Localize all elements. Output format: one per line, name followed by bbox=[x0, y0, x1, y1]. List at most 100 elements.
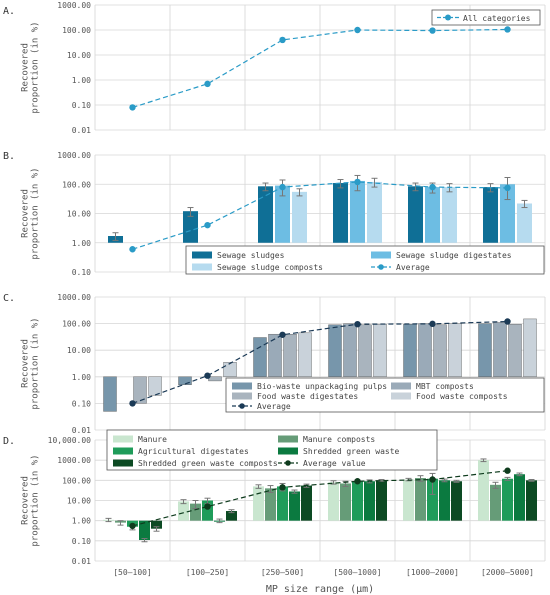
y-tick-label: 10,000.00 bbox=[48, 436, 92, 445]
bar bbox=[483, 187, 498, 243]
bar bbox=[376, 480, 387, 521]
legend-marker bbox=[378, 264, 384, 270]
bar bbox=[352, 481, 363, 521]
average-point bbox=[429, 320, 436, 328]
y-tick-label: 10.00 bbox=[67, 497, 91, 506]
bar bbox=[178, 376, 192, 386]
y-tick-label: 100.00 bbox=[62, 320, 91, 329]
legend-label: Food waste composts bbox=[416, 392, 508, 401]
legend-swatch bbox=[113, 459, 133, 467]
y-tick-label: 100.00 bbox=[62, 26, 91, 35]
bar bbox=[478, 323, 492, 378]
bar bbox=[258, 186, 273, 243]
legend-swatch bbox=[391, 392, 411, 400]
x-axis-title: MP size range (µm) bbox=[266, 584, 374, 595]
y-axis-title: Recoveredproportion (in %) bbox=[20, 21, 40, 113]
bar bbox=[493, 322, 507, 378]
bar bbox=[427, 478, 438, 521]
x-tick-label: [500–1000] bbox=[333, 568, 381, 577]
bar bbox=[500, 184, 515, 243]
legend-label: Sewage sludge digestates bbox=[396, 251, 512, 260]
bar bbox=[502, 478, 513, 521]
y-tick-label: 1000.00 bbox=[57, 293, 91, 302]
bar bbox=[133, 376, 147, 404]
average-point bbox=[204, 372, 211, 379]
legend-label: Average value bbox=[303, 459, 366, 468]
legend-label: Bio-waste unpackaging pulps bbox=[257, 382, 387, 391]
bar bbox=[343, 323, 357, 378]
legend-label: MBT composts bbox=[416, 382, 474, 391]
bar bbox=[333, 183, 348, 243]
y-tick-label: 0.10 bbox=[72, 101, 91, 110]
average-point bbox=[354, 178, 361, 186]
legend-swatch bbox=[113, 447, 133, 455]
chart-panel-a: A. 0.01 0.10 1.00 10.00 100.00 1000.00 Recovere… bbox=[3, 1, 546, 135]
legend-swatch bbox=[232, 392, 252, 400]
average-point bbox=[429, 476, 436, 483]
average-point bbox=[204, 503, 211, 510]
bar bbox=[350, 180, 365, 243]
chart-panel-c: C. 0.01 0.10 1.00 10.00 100.00 1000.00 Recovere… bbox=[3, 293, 546, 435]
bar bbox=[425, 187, 440, 243]
panel-label: C. bbox=[3, 293, 15, 304]
bar bbox=[403, 479, 414, 521]
y-tick-label: 1000.00 bbox=[57, 151, 91, 160]
legend-label: Agricultural digestates bbox=[138, 447, 249, 456]
y-tick-label: 1.00 bbox=[72, 239, 91, 248]
bar bbox=[226, 511, 237, 521]
legend-swatch bbox=[192, 263, 212, 271]
y-tick-label: 1000.00 bbox=[57, 1, 91, 10]
y-tick-label: 100.00 bbox=[62, 476, 91, 485]
y-tick-label: 1.00 bbox=[72, 76, 91, 85]
bar bbox=[523, 318, 537, 378]
average-point bbox=[279, 331, 286, 338]
bar bbox=[433, 324, 447, 377]
legend-label: Sewage sludge composts bbox=[217, 263, 323, 272]
y-tick-label: 0.10 bbox=[72, 268, 91, 277]
y-tick-label: 1.00 bbox=[72, 373, 91, 382]
bar bbox=[451, 481, 462, 521]
average-point bbox=[429, 183, 436, 191]
panel-label: D. bbox=[3, 436, 15, 447]
average-point bbox=[504, 467, 511, 474]
bar bbox=[283, 333, 297, 378]
y-axis-title: Recoveredproportion (in %) bbox=[20, 167, 40, 259]
bar bbox=[408, 186, 423, 243]
bar bbox=[103, 376, 117, 412]
legend bbox=[106, 429, 438, 471]
average-point bbox=[204, 221, 211, 229]
legend-label: Average bbox=[257, 402, 291, 411]
average-point bbox=[279, 183, 286, 191]
bar bbox=[202, 500, 213, 521]
bar bbox=[190, 503, 201, 521]
bar bbox=[508, 323, 522, 378]
legend-label: Food waste digestates bbox=[257, 392, 358, 401]
bar bbox=[514, 474, 525, 521]
y-tick-label: 0.10 bbox=[72, 399, 91, 408]
bar bbox=[490, 484, 501, 521]
x-tick-label: [50–100] bbox=[113, 568, 152, 577]
chart-panel-d: D. 0.01 0.10 1.00 10.00 100.00 1000.00 10,000.0… bbox=[3, 429, 546, 595]
average-point bbox=[429, 27, 436, 34]
legend-swatch bbox=[232, 382, 252, 390]
bar bbox=[478, 460, 489, 521]
legend-swatch bbox=[371, 251, 391, 259]
y-tick-label: 0.01 bbox=[72, 426, 91, 435]
bar bbox=[328, 482, 339, 521]
legend-label: Shredded green waste bbox=[303, 447, 400, 456]
y-axis-title: Recoveredproportion (in %) bbox=[20, 317, 40, 409]
bar bbox=[373, 323, 387, 378]
average-line bbox=[132, 320, 508, 404]
legend-label: Manure composts bbox=[303, 435, 375, 444]
x-tick-label: [1000–2000] bbox=[406, 568, 459, 577]
bar bbox=[148, 376, 162, 396]
legend-swatch bbox=[278, 435, 298, 443]
average-point bbox=[129, 400, 136, 407]
bar bbox=[418, 323, 432, 378]
bar bbox=[292, 191, 307, 243]
bar bbox=[223, 362, 237, 377]
y-tick-label: 100.00 bbox=[62, 180, 91, 189]
y-axis-title: Recoveredproportion (in %) bbox=[20, 454, 40, 546]
legend-marker bbox=[285, 460, 291, 466]
y-tick-label: 10.00 bbox=[67, 210, 91, 219]
